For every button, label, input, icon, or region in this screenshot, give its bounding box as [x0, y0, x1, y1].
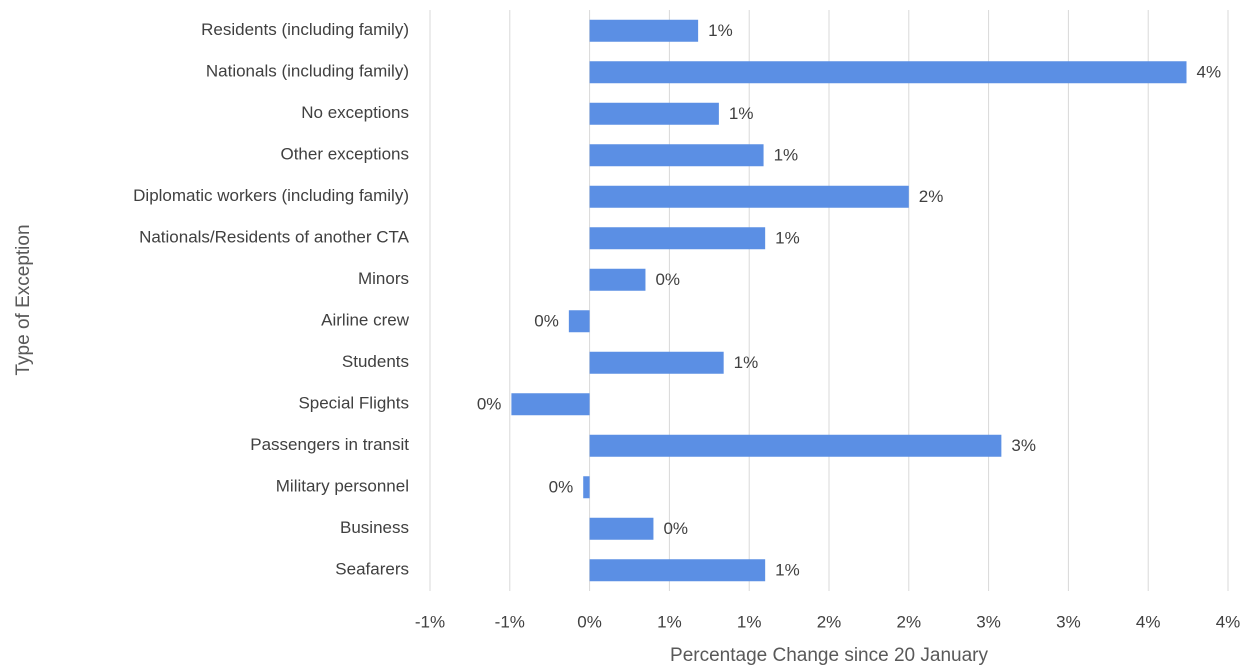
x-axis-title: Percentage Change since 20 January: [670, 645, 988, 666]
bar: [589, 19, 699, 42]
value-label: 0%: [655, 270, 680, 289]
x-tick-label: 2%: [817, 612, 842, 631]
x-tick-label: 3%: [1056, 612, 1081, 631]
y-tick-label: Other exceptions: [280, 145, 409, 164]
value-label: 1%: [734, 353, 759, 372]
bar: [589, 559, 766, 582]
x-tick-label: 1%: [657, 612, 682, 631]
bar: [589, 517, 654, 540]
value-label: 0%: [534, 312, 559, 331]
value-label: 0%: [477, 395, 502, 414]
value-label: 1%: [774, 146, 799, 165]
x-tick-label: 4%: [1136, 612, 1161, 631]
y-tick-label: Minors: [358, 269, 409, 288]
y-tick-label: Military personnel: [276, 477, 409, 496]
bar: [589, 434, 1002, 457]
y-tick-label: Special Flights: [298, 394, 409, 413]
y-tick-label: Nationals/Residents of another CTA: [139, 228, 410, 247]
bar: [589, 185, 909, 208]
bar: [511, 393, 590, 416]
bar: [589, 268, 646, 291]
bar: [589, 144, 764, 167]
x-tick-label: -1%: [415, 612, 445, 631]
bar: [589, 102, 719, 125]
x-tick-label: 1%: [737, 612, 762, 631]
y-tick-label: Passengers in transit: [250, 435, 409, 454]
y-tick-label: Students: [342, 352, 409, 371]
x-tick-label: 2%: [897, 612, 922, 631]
x-tick-label: 3%: [976, 612, 1001, 631]
y-axis-title: Type of Exception: [13, 224, 34, 375]
y-tick-label: Seafarers: [335, 560, 409, 579]
x-tick-label: -1%: [495, 612, 525, 631]
value-label: 1%: [775, 561, 800, 580]
bar: [568, 310, 590, 333]
bar: [583, 476, 590, 499]
x-tick-label: 4%: [1216, 612, 1241, 631]
value-label: 0%: [663, 519, 688, 538]
y-tick-label: No exceptions: [301, 103, 409, 122]
value-label: 3%: [1011, 436, 1036, 455]
value-label: 4%: [1197, 63, 1222, 82]
value-label: 1%: [775, 229, 800, 248]
value-label: 2%: [919, 187, 944, 206]
value-label: 0%: [549, 478, 574, 497]
value-label: 1%: [708, 21, 733, 40]
bar: [589, 351, 724, 374]
y-tick-label: Diplomatic workers (including family): [133, 186, 409, 205]
y-tick-label: Residents (including family): [201, 20, 409, 39]
y-tick-label: Nationals (including family): [206, 62, 409, 81]
y-tick-label: Business: [340, 518, 409, 537]
bar: [589, 61, 1187, 84]
value-label: 1%: [729, 104, 754, 123]
bar: [589, 227, 766, 250]
x-tick-label: 0%: [577, 612, 602, 631]
y-tick-label: Airline crew: [321, 311, 410, 330]
